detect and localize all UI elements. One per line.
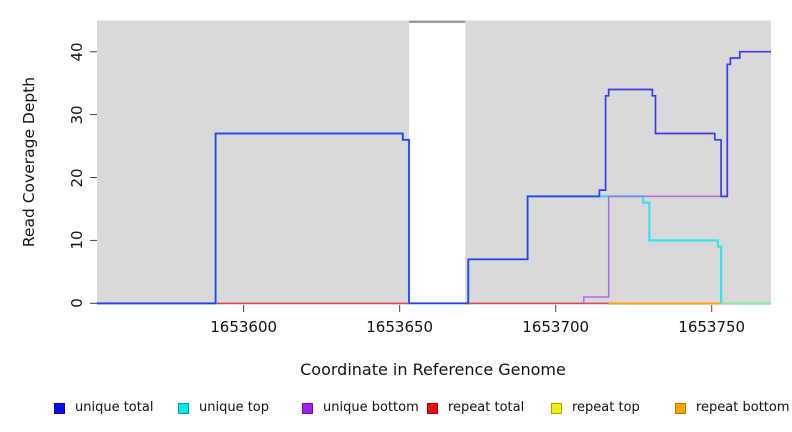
- x-tick-label: 1653750: [678, 318, 746, 336]
- y-tick-label: 0: [68, 298, 86, 309]
- x-axis-title: Coordinate in Reference Genome: [300, 360, 566, 379]
- no-data-gap: [409, 23, 466, 305]
- x-tick-label: 1653650: [366, 318, 434, 336]
- y-tick-label: 40: [68, 42, 86, 62]
- y-tick-label: 10: [68, 230, 86, 250]
- y-tick-label: 30: [68, 105, 86, 125]
- x-tick-label: 1653700: [522, 318, 590, 336]
- x-tick-label: 1653600: [210, 318, 278, 336]
- no-data-gap-top-strip: [409, 20, 466, 24]
- series-unique-total-line: [97, 50, 771, 305]
- y-axis-title: Read Coverage Depth: [20, 76, 38, 248]
- y-tick-label: 20: [68, 167, 86, 188]
- series-unique-bottom-line: [583, 195, 728, 304]
